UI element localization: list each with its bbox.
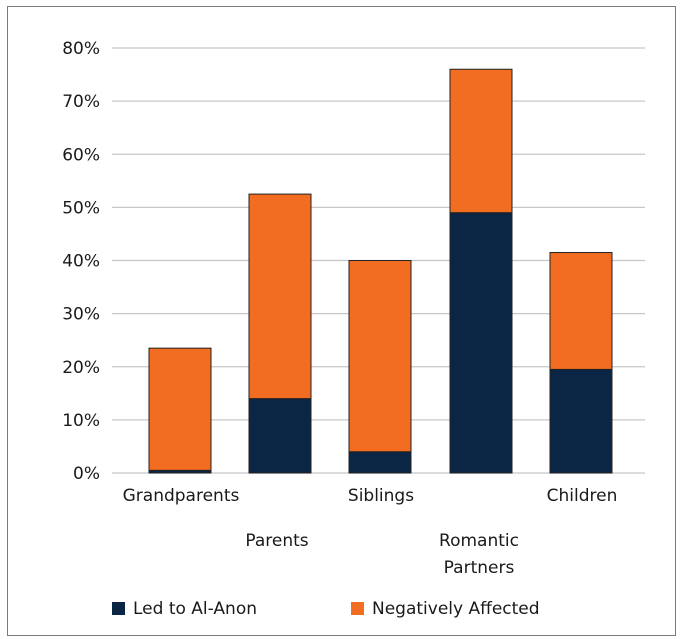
bar-segment-led-to-al-anon <box>248 398 312 474</box>
chart-frame <box>7 6 676 636</box>
y-tick-label: 70% <box>62 92 100 112</box>
y-tick-label: 30% <box>62 305 100 325</box>
x-category-label-line: Partners <box>444 558 515 578</box>
y-tick-label: 40% <box>62 252 100 272</box>
legend-swatch-negatively-affected <box>351 602 364 615</box>
bar-segment-negatively-affected <box>248 193 312 400</box>
x-category-label: Parents <box>245 531 308 551</box>
x-category-label: Grandparents <box>123 486 240 506</box>
bar-segment-led-to-al-anon <box>549 368 613 474</box>
y-tick-label: 60% <box>62 145 100 165</box>
y-tick-label: 80% <box>62 39 100 59</box>
y-tick-label: 50% <box>62 198 100 218</box>
bar-segment-negatively-affected <box>348 260 412 453</box>
y-tick-label: 10% <box>62 411 100 431</box>
bar-segment-negatively-affected <box>449 68 513 214</box>
x-category-label: Siblings <box>348 486 414 506</box>
x-category-label: Romantic Partners <box>439 531 519 578</box>
y-tick-label: 0% <box>73 464 100 484</box>
bar-segment-negatively-affected <box>549 252 613 370</box>
legend-swatch-led-to-al-anon <box>112 602 125 615</box>
x-category-label-line: Romantic <box>439 531 519 551</box>
legend-label-led-to-al-anon: Led to Al-Anon <box>133 599 257 619</box>
bar-segment-led-to-al-anon <box>449 212 513 474</box>
y-tick-label: 20% <box>62 358 100 378</box>
x-category-label: Children <box>547 486 618 506</box>
bar-segment-negatively-affected <box>148 347 212 471</box>
bar-segment-led-to-al-anon <box>348 451 412 474</box>
legend-label-negatively-affected: Negatively Affected <box>372 599 540 619</box>
